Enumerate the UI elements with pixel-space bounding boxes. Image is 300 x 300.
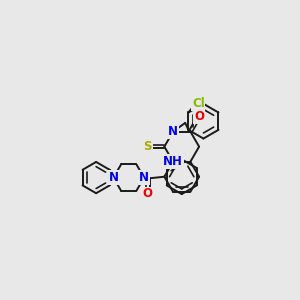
- Text: O: O: [194, 110, 204, 123]
- Text: N: N: [168, 125, 178, 138]
- Text: O: O: [143, 187, 153, 200]
- Text: N: N: [109, 171, 118, 184]
- Text: N: N: [139, 171, 149, 184]
- Text: NH: NH: [163, 155, 183, 168]
- Text: Cl: Cl: [192, 97, 205, 110]
- Text: S: S: [144, 140, 152, 153]
